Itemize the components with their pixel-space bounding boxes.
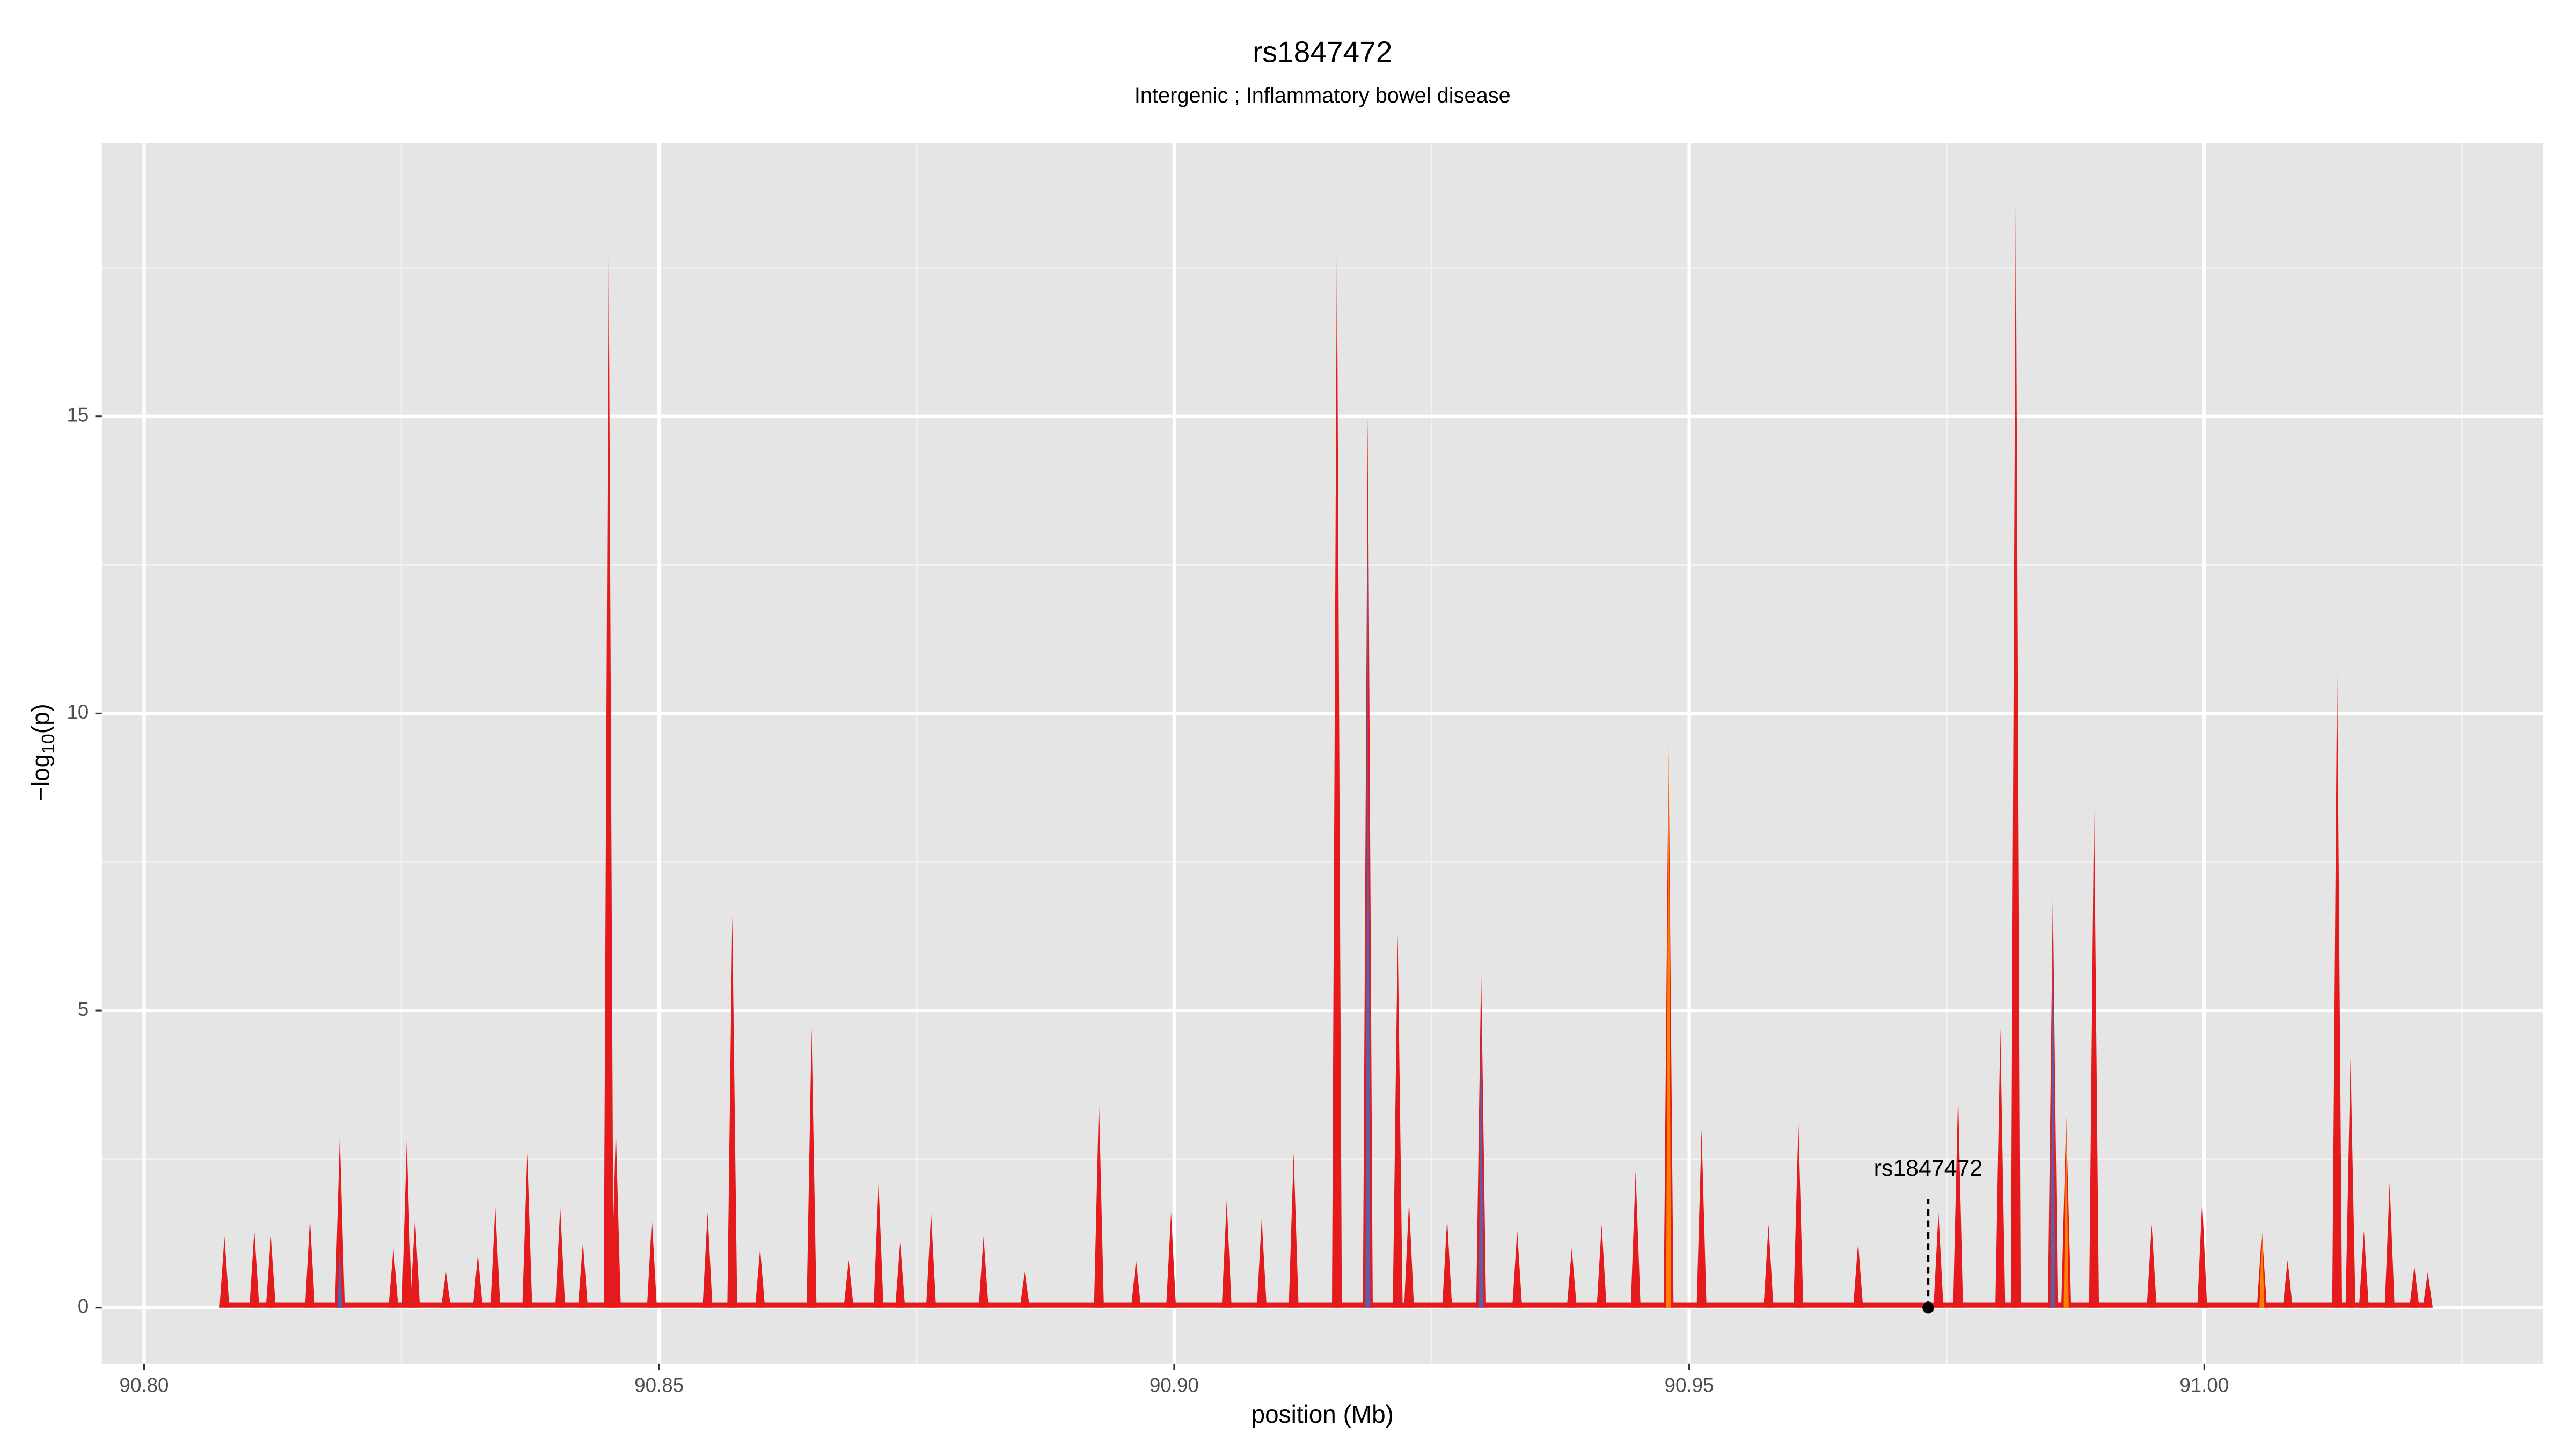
spike: [490, 1206, 501, 1308]
spike: [1933, 1212, 1944, 1308]
spike: [2423, 1272, 2433, 1308]
spike: [2384, 1183, 2395, 1308]
spike: [1094, 1100, 1104, 1308]
spike: [1793, 1123, 1804, 1308]
spike: [2282, 1260, 2293, 1308]
spike: [844, 1260, 854, 1308]
spike: [1166, 1212, 1176, 1308]
spike: [2359, 1230, 2369, 1308]
x-tick-label: 90.85: [634, 1374, 684, 1396]
y-tick-label: 5: [78, 998, 89, 1020]
spike: [2197, 1201, 2207, 1308]
spike: [2050, 921, 2055, 1308]
spike: [611, 1129, 621, 1308]
x-tick-label: 91.00: [2179, 1374, 2229, 1396]
spike: [926, 1212, 936, 1308]
spike: [807, 1028, 817, 1308]
spike: [1853, 1242, 1863, 1308]
spike: [410, 1218, 420, 1308]
y-tick-label: 15: [67, 404, 89, 426]
y-label-part: −log: [27, 754, 55, 801]
x-tick-label: 90.80: [120, 1374, 169, 1396]
spike: [2259, 1230, 2265, 1308]
spike: [337, 1248, 342, 1308]
spike: [388, 1248, 399, 1308]
spike: [219, 1236, 230, 1308]
x-axis-label: position (Mb): [1252, 1400, 1394, 1428]
spike: [1763, 1224, 1774, 1308]
spike: [1597, 1224, 1607, 1308]
spike: [1404, 1201, 1414, 1308]
spike: [441, 1272, 451, 1308]
spike: [2089, 802, 2099, 1308]
spike: [978, 1236, 989, 1308]
spike: [2332, 665, 2343, 1308]
spike: [555, 1206, 566, 1308]
spike: [1020, 1272, 1030, 1308]
spike: [1221, 1201, 1232, 1308]
spike: [1512, 1230, 1523, 1308]
chart-subtitle: Intergenic ; Inflammatory bowel disease: [1135, 84, 1511, 107]
spike: [1630, 1171, 1641, 1308]
spike: [1995, 1028, 2006, 1308]
spike: [266, 1236, 276, 1308]
spike: [873, 1183, 884, 1308]
spike: [702, 1212, 713, 1308]
spike: [2147, 1224, 2157, 1308]
spike: [895, 1242, 905, 1308]
spike: [305, 1218, 315, 1308]
spike: [334, 1135, 345, 1308]
spike: [2063, 1117, 2069, 1308]
spike: [2345, 1058, 2356, 1308]
spike: [1696, 1129, 1707, 1308]
annotation-label: rs1847472: [1874, 1155, 1982, 1181]
x-tick-label: 90.95: [1665, 1374, 1714, 1396]
spike: [1442, 1218, 1452, 1308]
spike: [1393, 933, 1403, 1308]
spike: [401, 1141, 412, 1308]
spike: [1289, 1153, 1299, 1308]
spike: [1256, 1218, 1267, 1308]
y-tick-label: 0: [78, 1295, 89, 1317]
spike: [1131, 1260, 1141, 1308]
x-tick-label: 90.90: [1150, 1374, 1199, 1396]
spike: [522, 1153, 532, 1308]
y-label-part: (p): [27, 704, 55, 734]
y-axis-label: −log10(p): [27, 704, 58, 801]
baseline-band: [224, 1302, 2428, 1308]
annotation-point: [1922, 1302, 1934, 1314]
spike: [755, 1248, 765, 1308]
spike: [647, 1218, 657, 1308]
plot-panel: [101, 143, 2543, 1364]
spike: [1365, 535, 1371, 1308]
spike: [1567, 1248, 1577, 1308]
y-label-subscript: 10: [39, 734, 58, 753]
spike: [727, 915, 737, 1308]
spike: [2010, 196, 2021, 1308]
spike: [249, 1230, 260, 1308]
spike: [1331, 238, 1342, 1308]
chart-title: rs1847472: [1253, 35, 1392, 69]
spike: [603, 238, 614, 1308]
spike: [473, 1254, 483, 1308]
spike: [577, 1242, 588, 1308]
spike: [1953, 1094, 1963, 1308]
spike: [1666, 743, 1671, 1308]
spike: [1479, 1011, 1484, 1308]
spike: [2409, 1266, 2420, 1308]
y-tick-label: 10: [67, 701, 89, 723]
